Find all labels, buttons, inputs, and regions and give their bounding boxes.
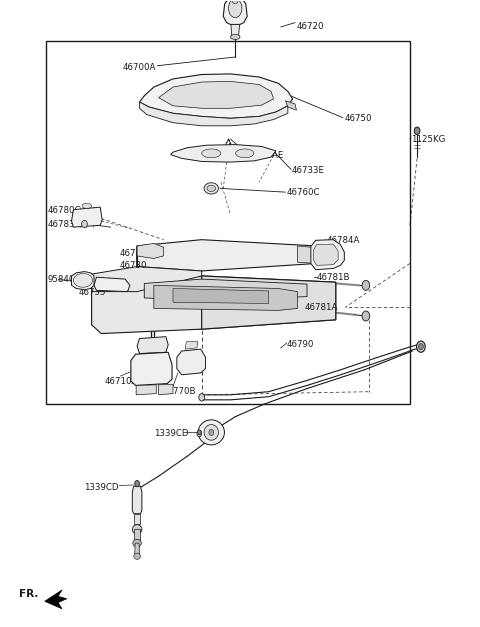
Ellipse shape [414,127,420,135]
Polygon shape [92,276,202,334]
Polygon shape [137,240,317,271]
Text: 46735: 46735 [79,288,106,297]
Ellipse shape [199,394,204,401]
Polygon shape [154,285,298,310]
Text: 46781A: 46781A [305,303,338,312]
Polygon shape [286,101,297,110]
Ellipse shape [197,431,202,437]
Text: 1339CD: 1339CD [154,429,188,438]
Ellipse shape [228,0,242,18]
Polygon shape [298,246,317,263]
Ellipse shape [207,185,216,191]
Ellipse shape [204,424,218,440]
Polygon shape [137,243,163,258]
Polygon shape [92,276,336,329]
Polygon shape [170,145,276,162]
Polygon shape [135,543,140,554]
Text: 46730: 46730 [120,261,147,270]
Text: 46720: 46720 [297,23,324,31]
Polygon shape [314,244,338,265]
Polygon shape [140,74,293,119]
Polygon shape [94,277,130,292]
Polygon shape [202,276,336,329]
Polygon shape [158,82,274,108]
Polygon shape [92,246,202,292]
Ellipse shape [132,525,142,534]
Text: 46790: 46790 [287,340,314,349]
Polygon shape [72,207,102,227]
Text: 46770B: 46770B [162,387,196,396]
Polygon shape [131,352,172,386]
Ellipse shape [134,553,141,559]
Circle shape [362,280,370,290]
Text: 46710A: 46710A [105,377,138,386]
Ellipse shape [230,34,240,40]
Text: 1243AE: 1243AE [250,151,283,161]
Ellipse shape [236,149,254,158]
Polygon shape [185,342,198,349]
Polygon shape [140,102,288,126]
Ellipse shape [204,182,218,194]
Polygon shape [158,384,173,395]
Polygon shape [134,529,141,542]
Ellipse shape [198,420,225,445]
Text: 46783A: 46783A [48,219,81,228]
Text: 1125KG: 1125KG [411,135,446,144]
Polygon shape [311,240,344,270]
Polygon shape [223,0,247,24]
Text: 46741C: 46741C [120,249,153,258]
Ellipse shape [419,344,423,350]
Text: 46733E: 46733E [292,166,324,175]
Ellipse shape [202,149,221,158]
Bar [46,41,410,404]
Circle shape [82,220,87,228]
Ellipse shape [82,203,92,208]
Polygon shape [177,349,205,375]
Ellipse shape [135,480,140,487]
Text: 46760C: 46760C [287,188,321,198]
Ellipse shape [133,539,142,547]
Polygon shape [134,514,140,524]
Ellipse shape [197,430,201,435]
Polygon shape [136,385,156,395]
Polygon shape [45,590,67,609]
Ellipse shape [73,273,93,287]
Text: 46781B: 46781B [317,273,350,282]
Text: 46780C: 46780C [48,206,81,215]
Polygon shape [144,279,307,301]
Polygon shape [137,337,168,354]
Ellipse shape [232,0,238,4]
Text: 46750: 46750 [344,115,372,124]
Polygon shape [173,288,269,303]
Ellipse shape [209,429,214,436]
Polygon shape [72,271,94,290]
Text: 95840: 95840 [48,275,75,284]
Text: 1339CD: 1339CD [84,483,119,492]
Text: 46700A: 46700A [123,63,156,72]
Text: 46784A: 46784A [326,236,360,245]
Circle shape [362,311,370,321]
Text: FR.: FR. [19,589,38,599]
Polygon shape [231,24,240,37]
Ellipse shape [417,341,425,352]
Polygon shape [132,486,142,514]
